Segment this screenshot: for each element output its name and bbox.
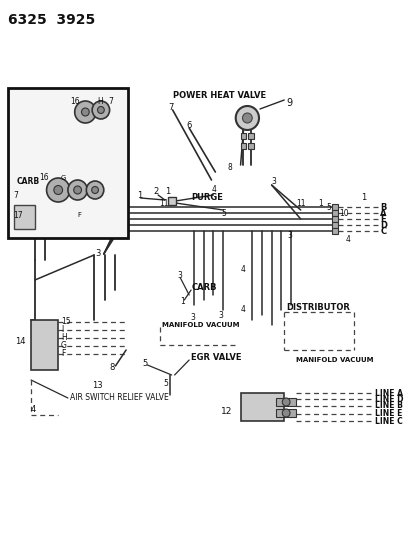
Circle shape	[82, 108, 89, 116]
Circle shape	[242, 113, 252, 123]
Bar	[8, 88, 128, 238]
Text: 4: 4	[241, 305, 246, 314]
Bar	[31, 320, 58, 370]
Bar	[13, 205, 35, 229]
Text: LINE D: LINE D	[375, 394, 404, 403]
Text: G: G	[61, 175, 67, 181]
Text: 3: 3	[272, 177, 277, 187]
Text: 5: 5	[326, 204, 331, 213]
Circle shape	[75, 101, 96, 123]
Text: F: F	[61, 350, 66, 359]
Text: 16: 16	[70, 96, 80, 106]
Text: 3: 3	[218, 311, 223, 320]
Text: H: H	[61, 334, 67, 343]
Text: POWER HEAT VALVE: POWER HEAT VALVE	[173, 92, 266, 101]
Text: 3: 3	[177, 271, 182, 280]
Bar	[332, 216, 337, 222]
Text: 17: 17	[13, 211, 23, 220]
Text: B: B	[380, 203, 387, 212]
Circle shape	[74, 186, 82, 194]
Bar	[168, 197, 175, 205]
Text: 4: 4	[345, 236, 350, 245]
Bar	[241, 133, 246, 139]
Circle shape	[54, 185, 62, 195]
Text: 3: 3	[95, 249, 100, 259]
Text: 4: 4	[211, 185, 216, 195]
Text: 11: 11	[296, 198, 305, 207]
Text: F: F	[78, 212, 82, 218]
Text: 11: 11	[159, 198, 169, 207]
Text: 5: 5	[142, 359, 148, 367]
Text: LINE C: LINE C	[375, 416, 403, 425]
Bar	[332, 222, 337, 228]
Circle shape	[47, 178, 70, 202]
Text: H: H	[97, 96, 103, 106]
Text: 8: 8	[110, 364, 115, 373]
Text: 1: 1	[180, 297, 185, 306]
Text: 4: 4	[31, 406, 36, 415]
Bar	[248, 143, 254, 149]
Text: 9: 9	[286, 98, 292, 108]
Text: CARB: CARB	[16, 177, 40, 187]
Text: D: D	[380, 221, 387, 230]
Text: 2: 2	[153, 188, 159, 197]
Text: 8: 8	[228, 164, 233, 173]
Text: 15: 15	[61, 318, 71, 327]
Text: 7: 7	[13, 190, 18, 199]
Text: MANIFOLD VACUUM: MANIFOLD VACUUM	[162, 322, 239, 328]
Text: 7: 7	[109, 96, 113, 106]
Circle shape	[92, 101, 110, 119]
Text: 1: 1	[361, 193, 366, 203]
Text: E: E	[380, 214, 386, 223]
Text: LINE A: LINE A	[375, 389, 404, 398]
Text: 6: 6	[186, 120, 192, 130]
Circle shape	[86, 181, 104, 199]
Text: CARB: CARB	[192, 284, 217, 293]
Bar	[248, 133, 254, 139]
Text: G: G	[61, 342, 67, 351]
Circle shape	[68, 180, 87, 200]
Bar	[332, 210, 337, 216]
Circle shape	[282, 409, 290, 417]
Bar	[332, 228, 337, 234]
Text: EGR VALVE: EGR VALVE	[191, 353, 242, 362]
Bar	[277, 409, 296, 417]
Bar	[241, 393, 284, 421]
Text: 1: 1	[137, 190, 142, 199]
Text: 1: 1	[165, 188, 170, 197]
Text: LINE B: LINE B	[375, 401, 403, 410]
Text: 16: 16	[39, 174, 49, 182]
Text: 5: 5	[221, 208, 226, 217]
Text: AIR SWITCH RELIEF VALVE: AIR SWITCH RELIEF VALVE	[70, 393, 169, 402]
Text: 3: 3	[190, 313, 195, 322]
Circle shape	[92, 187, 98, 193]
Circle shape	[98, 107, 104, 114]
Text: 3: 3	[287, 230, 292, 239]
Bar	[332, 204, 337, 210]
Bar	[277, 398, 296, 406]
Circle shape	[282, 398, 290, 406]
Text: 4: 4	[241, 265, 246, 274]
Text: 12: 12	[221, 408, 233, 416]
Text: 1: 1	[318, 198, 323, 207]
Text: MANIFOLD VACUUM: MANIFOLD VACUUM	[296, 357, 373, 363]
Text: 13: 13	[92, 381, 103, 390]
Text: DISTRIBUTOR: DISTRIBUTOR	[286, 303, 350, 312]
Bar	[241, 143, 246, 149]
Text: C: C	[380, 227, 386, 236]
Text: LINE E: LINE E	[375, 409, 403, 418]
Text: 14: 14	[16, 337, 26, 346]
Text: 10: 10	[339, 208, 349, 217]
Text: 5: 5	[163, 378, 168, 387]
Text: A: A	[380, 208, 387, 217]
Text: 7: 7	[168, 102, 173, 111]
Circle shape	[236, 106, 259, 130]
Text: PURGE: PURGE	[191, 193, 223, 203]
Text: I: I	[61, 326, 63, 335]
Text: 6325  3925: 6325 3925	[8, 13, 95, 27]
